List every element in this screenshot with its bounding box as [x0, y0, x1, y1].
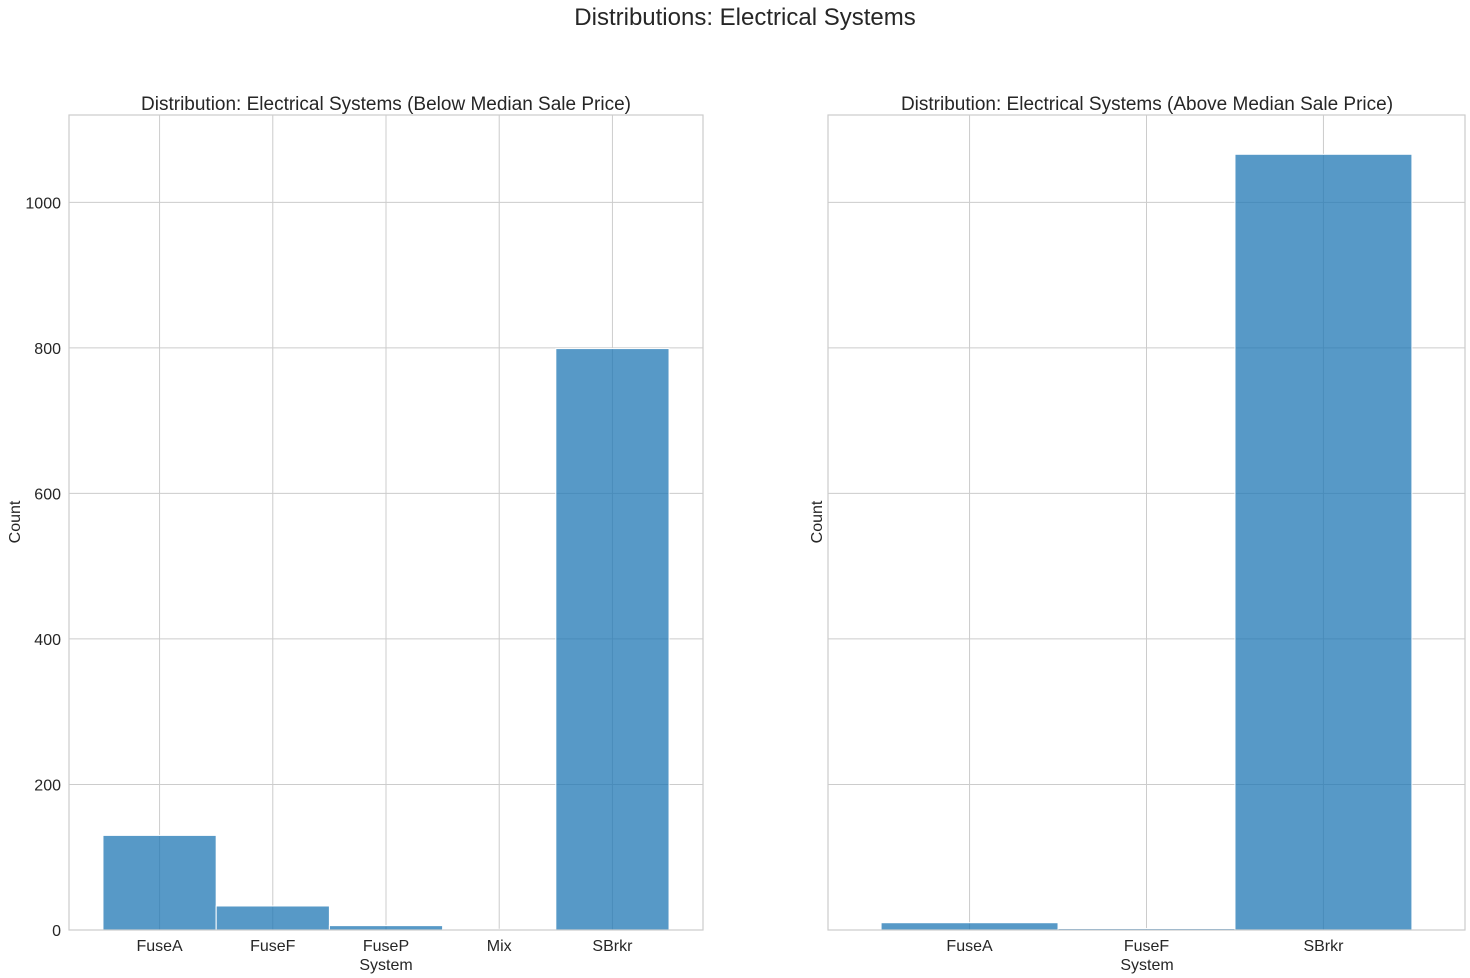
right-bar-sbrkr [1234, 153, 1413, 931]
left-y-tick-label: 600 [34, 486, 61, 503]
left-x-axis-label: System [359, 957, 412, 974]
right-x-tick-label: FuseA [946, 938, 993, 955]
left-y-axis-label: Count [7, 500, 24, 543]
left-x-tick-label: FuseA [136, 938, 183, 955]
left-x-tick-label: FuseF [250, 938, 296, 955]
left-y-tick-label: 400 [34, 632, 61, 649]
right-panel: FuseA FuseF SBrkr Distribution: Electrical… [809, 94, 1466, 974]
left-x-tick-label: FuseP [363, 938, 409, 955]
right-x-axis-label: System [1120, 957, 1173, 974]
right-x-tick-label: SBrkr [1303, 938, 1344, 955]
left-panel-title: Distribution: Electrical Systems (Below … [141, 94, 631, 115]
left-y-tick-label: 1000 [25, 195, 61, 212]
figure-title: Distributions: Electrical Systems [574, 4, 915, 31]
right-bar-fusea [880, 922, 1059, 931]
left-bar-fusep [328, 925, 444, 931]
right-x-tick-label: FuseF [1124, 938, 1170, 955]
left-x-tick-label: SBrkr [592, 938, 633, 955]
left-y-tick-label: 0 [52, 923, 61, 940]
left-y-tick-label: 800 [34, 341, 61, 358]
left-axes-frame [68, 114, 704, 931]
right-panel-title: Distribution: Electrical Systems (Above … [901, 94, 1393, 115]
left-panel: 0 200 400 600 800 1000 FuseA FuseF FuseP Mix SBrkr… [7, 94, 704, 974]
left-x-tick-label: Mix [487, 938, 512, 955]
right-axes-frame [827, 114, 1466, 931]
right-y-axis-label: Count [809, 500, 826, 543]
left-bar-sbrkr [555, 348, 670, 931]
left-bar-fusea [102, 834, 217, 931]
left-y-tick-label: 200 [34, 777, 61, 794]
left-bar-fusef [215, 905, 330, 931]
